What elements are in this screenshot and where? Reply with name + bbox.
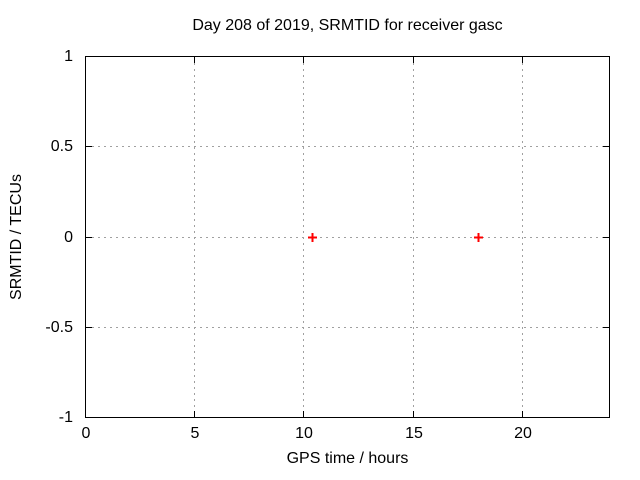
y-tick-label: -0.5	[45, 319, 73, 336]
x-tick-label: 5	[190, 425, 200, 442]
x-tick-label: 0	[81, 425, 91, 442]
y-tick-label: 0.5	[50, 138, 73, 155]
plot-area	[85, 56, 610, 418]
x-tick-label: 15	[405, 425, 423, 442]
x-axis-label: GPS time / hours	[286, 450, 409, 467]
plot-border	[85, 56, 610, 418]
y-tick-label: 1	[64, 48, 73, 65]
chart-title: Day 208 of 2019, SRMTID for receiver gas…	[192, 17, 503, 34]
x-tick-label: 20	[514, 425, 532, 442]
x-tick-label: 10	[295, 425, 313, 442]
y-tick-label: -1	[58, 409, 73, 426]
y-tick-label: 0	[64, 229, 73, 246]
